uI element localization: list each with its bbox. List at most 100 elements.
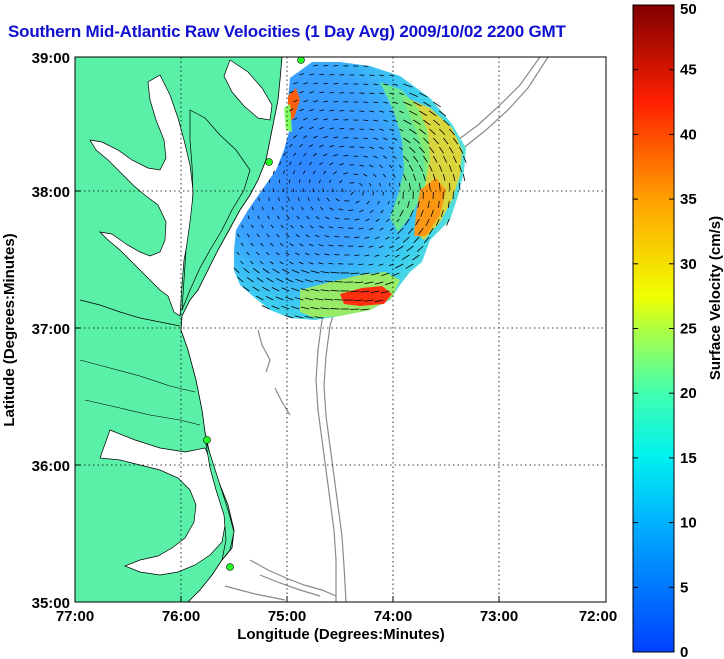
- velocity-arrow: [320, 271, 330, 274]
- velocity-arrow: [385, 236, 390, 240]
- velocity-arrow: [366, 200, 370, 205]
- velocity-arrow: [237, 276, 244, 283]
- velocity-arrow: [422, 155, 428, 163]
- velocity-arrow: [313, 118, 318, 121]
- velocity-arrow: [333, 118, 339, 121]
- velocity-arrow: [275, 277, 284, 283]
- velocity-arrow: [314, 253, 320, 256]
- station-marker: [265, 158, 273, 166]
- y-tick-label: 35:00: [32, 595, 70, 612]
- velocity-arrow: [256, 251, 260, 256]
- velocity-arrow: [310, 270, 320, 274]
- velocity-arrow: [389, 128, 394, 132]
- velocity-arrow: [363, 119, 369, 122]
- colorbar-label: Surface Velocity (cm/s): [707, 216, 724, 380]
- velocity-arrow: [418, 182, 421, 191]
- velocity-arrow: [315, 216, 320, 220]
- velocity-arrow: [332, 188, 334, 193]
- velocity-arrow: [271, 305, 280, 310]
- velocity-arrow: [405, 263, 414, 269]
- velocity-arrow: [399, 110, 404, 114]
- velocity-arrow: [302, 170, 306, 175]
- velocity-arrow: [385, 281, 394, 286]
- velocity-arrow: [319, 161, 323, 166]
- velocity-arrow: [241, 224, 244, 229]
- velocity-arrow: [313, 64, 319, 67]
- velocity-arrow: [329, 109, 335, 112]
- velocity-arrow: [379, 146, 384, 150]
- velocity-arrow: [350, 290, 360, 292]
- velocity-arrow: [286, 215, 290, 220]
- grid-lines: [75, 57, 606, 602]
- velocity-arrow: [288, 197, 290, 202]
- velocity-arrow: [429, 146, 435, 154]
- velocity-arrow: [423, 137, 430, 144]
- velocity-arrow: [364, 299, 374, 302]
- velocity-arrow: [358, 245, 364, 248]
- velocity-arrow: [407, 227, 414, 235]
- velocity-arrow: [359, 146, 365, 149]
- velocity-arrow: [267, 215, 270, 220]
- velocity-arrow: [250, 242, 254, 247]
- velocity-arrow: [293, 152, 297, 157]
- velocity-arrow: [433, 119, 441, 126]
- velocity-arrow: [299, 243, 304, 247]
- y-tick-label: 38:00: [32, 184, 70, 201]
- velocity-arrow: [458, 182, 461, 191]
- velocity-arrow: [378, 263, 384, 266]
- velocity-arrow: [402, 236, 410, 243]
- velocity-arrow: [320, 289, 330, 292]
- velocity-arrow: [333, 171, 338, 175]
- velocity-arrow: [301, 269, 310, 274]
- velocity-arrow: [380, 209, 384, 214]
- velocity-arrow: [339, 145, 345, 148]
- velocity-arrow: [423, 101, 432, 107]
- velocity-arrow: [354, 236, 360, 239]
- velocity-arrow: [333, 154, 338, 157]
- velocity-arrow: [393, 101, 398, 104]
- velocity-arrow: [260, 224, 264, 229]
- velocity-arrow: [320, 307, 330, 310]
- velocity-arrow: [439, 110, 447, 117]
- velocity-arrow: [413, 101, 422, 107]
- velocity-arrow: [339, 179, 343, 184]
- velocity-arrow: [359, 209, 364, 213]
- velocity-arrow: [442, 155, 448, 163]
- velocity-arrow: [375, 218, 380, 222]
- velocity-arrow: [406, 245, 414, 252]
- velocity-arrow: [395, 236, 400, 240]
- velocity-arrow: [303, 82, 309, 85]
- velocity-arrow: [319, 127, 324, 130]
- velocity-arrow: [363, 101, 369, 103]
- velocity-arrows: [233, 64, 467, 319]
- velocity-arrow: [299, 91, 304, 94]
- velocity-arrow: [294, 315, 304, 319]
- velocity-arrow: [324, 253, 330, 256]
- velocity-arrow: [399, 92, 404, 95]
- velocity-arrow: [409, 110, 418, 116]
- velocity-arrow: [448, 146, 454, 154]
- velocity-arrow: [413, 155, 419, 163]
- colorbar-tick-label: 40: [680, 126, 697, 143]
- velocity-arrow: [373, 119, 379, 122]
- velocity-arrow: [309, 161, 313, 166]
- velocity-arrow: [309, 109, 314, 112]
- velocity-arrow: [343, 154, 349, 157]
- velocity-arrow: [379, 110, 385, 113]
- velocity-arrow: [289, 261, 294, 265]
- velocity-orange: [414, 178, 446, 236]
- velocity-arrow: [339, 128, 345, 130]
- colorbar-tick-label: 50: [680, 1, 697, 18]
- velocity-arrow: [303, 117, 308, 121]
- velocity-arrow: [358, 227, 364, 230]
- velocity-arrow: [369, 110, 375, 113]
- velocity-arrow: [377, 200, 380, 205]
- velocity-arrow: [433, 137, 439, 145]
- velocity-arrow: [289, 243, 294, 247]
- velocity-arrow: [429, 110, 437, 117]
- velocity-arrow: [419, 110, 428, 116]
- colorbar-tick-label: 25: [680, 321, 697, 338]
- velocity-arrow: [341, 188, 344, 193]
- velocity-arrow: [379, 128, 384, 131]
